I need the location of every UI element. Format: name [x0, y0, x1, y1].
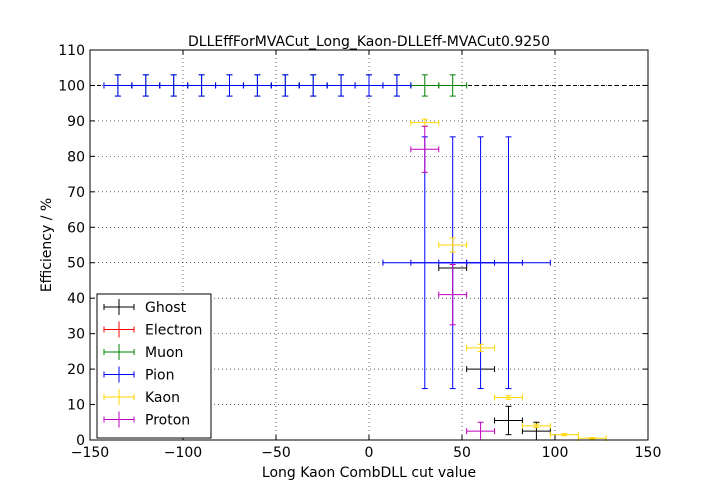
data-point-pion	[382, 74, 412, 97]
data-point-pion	[270, 74, 300, 97]
legend-marker-pion	[103, 366, 135, 383]
axis-ticks: −150 −100 −50 0 50 100 150 0 10 20 30 40 50 60 70 80 90 1…	[58, 43, 661, 461]
y-tick-label: 20	[67, 362, 85, 378]
data-point-proton	[438, 264, 468, 326]
data-point-kaon	[521, 422, 551, 429]
legend-marker-electron	[103, 321, 135, 338]
y-tick-label: 30	[67, 327, 85, 343]
x-tick-label: 0	[365, 445, 374, 461]
series-pion	[103, 74, 551, 390]
legend-marker-ghost	[103, 299, 135, 315]
y-tick-label: 0	[76, 433, 85, 449]
y-tick-label: 40	[67, 291, 85, 307]
legend: Ghost Electron Muon Pion Kaon Proton	[96, 293, 212, 439]
y-tick-label: 70	[67, 185, 85, 201]
legend-marker-kaon	[103, 389, 135, 405]
data-point-kaon	[466, 343, 496, 352]
y-axis-label: Efficiency / %	[39, 198, 55, 292]
y-tick-label: 110	[58, 43, 85, 59]
data-point-proton	[410, 125, 440, 173]
legend-label-muon: Muon	[145, 345, 183, 361]
legend-label-kaon: Kaon	[145, 390, 180, 406]
x-tick-label: 100	[542, 445, 569, 461]
data-point-kaon	[494, 394, 523, 401]
legend-label-ghost: Ghost	[145, 300, 187, 316]
data-marks	[103, 74, 607, 442]
legend-box	[96, 293, 212, 439]
legend-label-proton: Proton	[145, 413, 190, 429]
x-tick-label: −50	[261, 445, 291, 461]
data-point-kaon	[438, 237, 468, 253]
legend-marker-muon	[103, 344, 135, 360]
y-tick-label: 60	[67, 220, 85, 236]
x-tick-label: −100	[164, 445, 202, 461]
y-tick-label: 80	[67, 149, 85, 165]
chart-title: DLLEffForMVACut_Long_Kaon-DLLEff-MVACut0…	[188, 34, 550, 50]
series-kaon	[410, 118, 607, 442]
x-tick-label: −150	[71, 445, 109, 461]
legend-label-electron: Electron	[145, 323, 202, 339]
data-point-pion	[466, 136, 551, 390]
series-ghost	[438, 265, 551, 441]
y-tick-label: 10	[67, 398, 85, 414]
grid	[89, 49, 649, 441]
x-tick-label: 150	[635, 445, 662, 461]
data-point-ghost	[494, 405, 523, 436]
series-proton	[410, 125, 496, 441]
x-tick-label: 50	[453, 445, 471, 461]
legend-marker-proton	[103, 411, 135, 428]
y-tick-label: 100	[58, 78, 85, 94]
data-point-muon	[438, 74, 468, 97]
y-tick-label: 90	[67, 114, 85, 130]
legend-label-pion: Pion	[145, 368, 174, 384]
x-axis-label: Long Kaon CombDLL cut value	[262, 465, 476, 481]
y-tick-label: 50	[67, 256, 85, 272]
